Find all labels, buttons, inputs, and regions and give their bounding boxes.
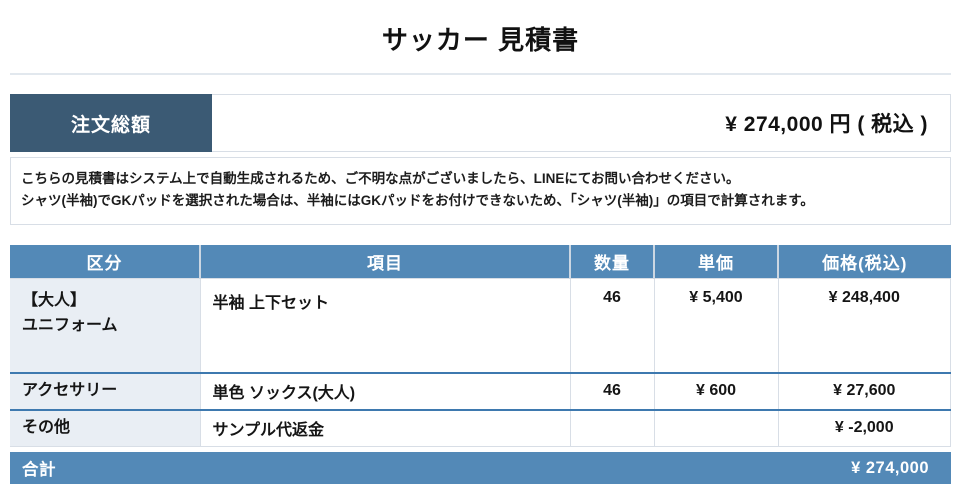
note-line-2: シャツ(半袖)でGKパッドを選択された場合は、半袖にはGKパッドをお付けできない… bbox=[21, 193, 814, 209]
table-row: 【大人】 ユニフォーム 半袖 上下セット 46 ¥ 5,400 ¥ 248,40… bbox=[10, 278, 951, 373]
col-header-unit-price: 単価 bbox=[653, 244, 778, 279]
table-row: アクセサリー 単色 ソックス(大人) 46 ¥ 600 ¥ 27,600 bbox=[10, 371, 951, 410]
quote-table: 区分 項目 数量 単価 価格(税込) 【大人】 ユニフォーム 半袖 上下セット … bbox=[10, 244, 951, 448]
note-line-1: こちらの見積書はシステム上で自動生成されるため、ご不明な点がございましたら、LI… bbox=[21, 171, 740, 186]
category-cell: その他 bbox=[10, 408, 200, 448]
col-header-item: 項目 bbox=[199, 244, 570, 279]
price-cell: ¥ 27,600 bbox=[777, 371, 951, 410]
unit-price-cell: ¥ 5,400 bbox=[653, 278, 778, 373]
item-cell: 半袖 上下セット bbox=[199, 278, 570, 373]
order-total-amount: ¥ 274,000 円 ( 税込 ) bbox=[212, 94, 951, 152]
unit-price-cell: ¥ 600 bbox=[653, 371, 778, 410]
col-header-price: 価格(税込) bbox=[777, 244, 951, 279]
col-header-qty: 数量 bbox=[569, 244, 654, 279]
qty-cell: 46 bbox=[569, 371, 654, 410]
qty-cell: 46 bbox=[569, 278, 654, 373]
item-cell: サンプル代返金 bbox=[199, 408, 570, 448]
grand-total-bar: 合計 ¥ 274,000 bbox=[10, 452, 951, 485]
order-total-section: 注文総額 ¥ 274,000 円 ( 税込 ) bbox=[10, 94, 951, 152]
page-title: サッカー 見積書 bbox=[381, 25, 580, 55]
category-cell: 【大人】 ユニフォーム bbox=[10, 278, 200, 373]
unit-price-cell bbox=[653, 408, 778, 448]
notes-box: こちらの見積書はシステム上で自動生成されるため、ご不明な点がございましたら、LI… bbox=[10, 157, 951, 225]
grand-total-amount: ¥ 274,000 bbox=[851, 458, 929, 477]
table-header-row: 区分 項目 数量 単価 価格(税込) bbox=[10, 244, 951, 279]
price-cell: ¥ -2,000 bbox=[777, 408, 951, 448]
item-cell: 単色 ソックス(大人) bbox=[199, 371, 570, 410]
category-cell: アクセサリー bbox=[10, 371, 200, 410]
title-divider bbox=[10, 73, 951, 75]
grand-total-label: 合計 bbox=[22, 461, 56, 480]
quote-page: サッカー 見積書 注文総額 ¥ 274,000 円 ( 税込 ) こちらの見積書… bbox=[10, 25, 951, 485]
price-cell: ¥ 248,400 bbox=[777, 278, 951, 373]
col-header-category: 区分 bbox=[10, 244, 200, 279]
qty-cell bbox=[569, 408, 654, 448]
table-row: その他 サンプル代返金 ¥ -2,000 bbox=[10, 408, 951, 448]
order-total-label: 注文総額 bbox=[10, 94, 212, 152]
